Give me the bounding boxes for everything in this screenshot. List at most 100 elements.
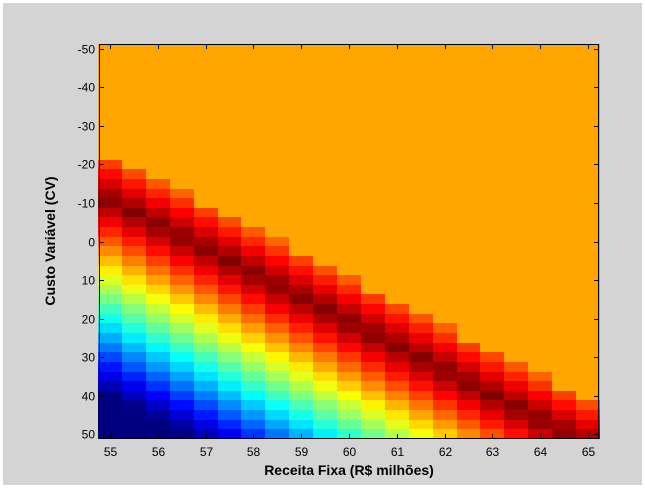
x-tick-label: 59 — [295, 445, 309, 459]
heatmap-cell — [409, 314, 433, 323]
heatmap-cell — [480, 420, 504, 429]
heatmap-cell — [170, 208, 194, 217]
heatmap-cell — [313, 343, 337, 352]
heatmap-cell — [409, 179, 433, 189]
heatmap-cell — [98, 208, 122, 217]
heatmap-cell — [146, 372, 170, 381]
heatmap-cell — [313, 362, 337, 372]
heatmap-cell — [218, 333, 241, 343]
heatmap-cell — [146, 150, 170, 160]
heatmap-cell — [241, 179, 265, 189]
heatmap-cell — [385, 246, 409, 256]
heatmap-cell — [337, 73, 361, 83]
heatmap-cell — [528, 304, 552, 314]
heatmap-cell — [170, 275, 194, 285]
heatmap-cell — [504, 102, 528, 111]
heatmap-cell — [122, 381, 146, 391]
heatmap-cell — [170, 256, 194, 266]
heatmap-cell — [433, 314, 457, 323]
heatmap-cell — [528, 381, 552, 391]
heatmap-cell — [289, 189, 313, 198]
heatmap-cell — [409, 102, 433, 111]
heatmap-cell — [337, 410, 361, 420]
heatmap-cell — [146, 266, 170, 275]
heatmap-cell — [170, 333, 194, 343]
heatmap-cell — [170, 83, 194, 92]
heatmap-cell — [385, 54, 409, 63]
heatmap-cell — [457, 246, 480, 256]
heatmap-cell — [433, 227, 457, 237]
y-tick-label: 40 — [82, 390, 96, 404]
heatmap-cell — [218, 73, 241, 83]
heatmap-cell — [576, 150, 600, 160]
heatmap-cell — [361, 343, 385, 352]
heatmap-cell — [265, 314, 289, 323]
heatmap-cell — [265, 304, 289, 314]
heatmap-cell — [98, 227, 122, 237]
heatmap-cell — [265, 169, 289, 179]
heatmap-cell — [361, 285, 385, 294]
heatmap-cell — [337, 343, 361, 352]
heatmap-cell — [385, 73, 409, 83]
heatmap-cell — [552, 54, 576, 63]
heatmap-cell — [122, 73, 146, 83]
heatmap-cell — [289, 131, 313, 140]
heatmap-cell — [504, 169, 528, 179]
heatmap-cell — [576, 83, 600, 92]
heatmap-cell — [98, 73, 122, 83]
heatmap-cell — [122, 169, 146, 179]
heatmap-cell — [265, 92, 289, 102]
heatmap-cell — [146, 92, 170, 102]
heatmap-cell — [409, 362, 433, 372]
heatmap-cell — [385, 179, 409, 189]
heatmap-cell — [433, 73, 457, 83]
heatmap-cell — [194, 352, 218, 362]
heatmap-cell — [528, 131, 552, 140]
heatmap-cell — [480, 266, 504, 275]
heatmap-cell — [241, 400, 265, 410]
heatmap-cell — [433, 256, 457, 266]
heatmap-cell — [98, 304, 122, 314]
heatmap-cell — [122, 343, 146, 352]
y-tick-label: -10 — [78, 197, 96, 211]
heatmap-cell — [194, 150, 218, 160]
heatmap-cell — [146, 333, 170, 343]
heatmap-cell — [146, 343, 170, 352]
heatmap-cell — [480, 150, 504, 160]
heatmap-cell — [385, 256, 409, 266]
heatmap-cell — [480, 294, 504, 304]
heatmap-cell — [146, 208, 170, 217]
heatmap-cell — [361, 92, 385, 102]
heatmap-cell — [98, 131, 122, 140]
heatmap-cell — [457, 410, 480, 420]
heatmap-cell — [194, 323, 218, 333]
heatmap-cell — [313, 217, 337, 227]
heatmap-cell — [122, 150, 146, 160]
heatmap-cell — [98, 83, 122, 92]
heatmap-cell — [385, 131, 409, 140]
heatmap-cell — [313, 275, 337, 285]
heatmap-cell — [218, 314, 241, 323]
heatmap-cell — [480, 246, 504, 256]
heatmap-cell — [457, 102, 480, 111]
heatmap-cell — [313, 44, 337, 54]
heatmap-cell — [337, 323, 361, 333]
heatmap-cell — [313, 140, 337, 150]
heatmap-cell — [218, 150, 241, 160]
heatmap-cell — [528, 102, 552, 111]
heatmap-cell — [194, 246, 218, 256]
heatmap-cell — [194, 275, 218, 285]
heatmap-cell — [194, 92, 218, 102]
heatmap-cell — [433, 391, 457, 400]
heatmap-cell — [289, 381, 313, 391]
heatmap-cell — [457, 352, 480, 362]
heatmap-cell — [433, 400, 457, 410]
heatmap-cell — [504, 314, 528, 323]
y-tick-label: -40 — [78, 81, 96, 95]
heatmap-cell — [146, 111, 170, 121]
heatmap-cell — [457, 333, 480, 343]
heatmap-cell — [122, 362, 146, 372]
heatmap-cell — [313, 420, 337, 429]
heatmap-cell — [289, 54, 313, 63]
heatmap-cell — [241, 391, 265, 400]
